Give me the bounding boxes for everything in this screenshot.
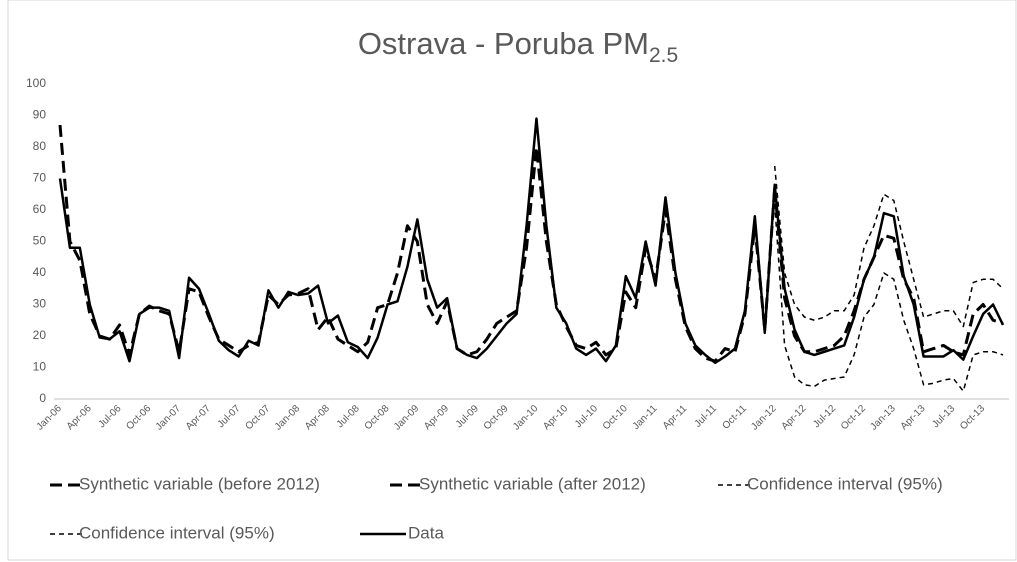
title-main: Ostrava - Poruba PM [358, 26, 649, 61]
y-tick-label: 60 [33, 202, 47, 216]
title-subscript: 2.5 [649, 44, 678, 67]
y-tick-label: 20 [33, 328, 47, 342]
legend-label: Synthetic variable (before 2012) [79, 474, 320, 493]
legend-label: Confidence interval (95%) [747, 474, 943, 493]
series-line [773, 187, 1004, 357]
series-line [58, 117, 1005, 365]
y-tick-label: 50 [33, 234, 47, 248]
y-tick-label: 100 [26, 76, 46, 90]
legend-label: Data [408, 523, 444, 542]
chart-title: Ostrava - Poruba PM2.5 [358, 26, 678, 66]
y-tick-label: 90 [33, 108, 47, 122]
y-tick-label: 80 [33, 139, 47, 153]
y-tick-label: 10 [33, 360, 47, 374]
legend-label: Confidence interval (95%) [79, 523, 275, 542]
y-tick-label: 70 [33, 171, 47, 185]
series-line [773, 203, 1004, 392]
legend-label: Synthetic variable (after 2012) [419, 474, 646, 493]
chart-frame [7, 0, 1017, 561]
y-tick-label: 30 [33, 297, 47, 311]
series-line [773, 165, 1004, 328]
y-tick-label: 0 [39, 391, 46, 405]
y-tick-label: 40 [33, 265, 47, 279]
